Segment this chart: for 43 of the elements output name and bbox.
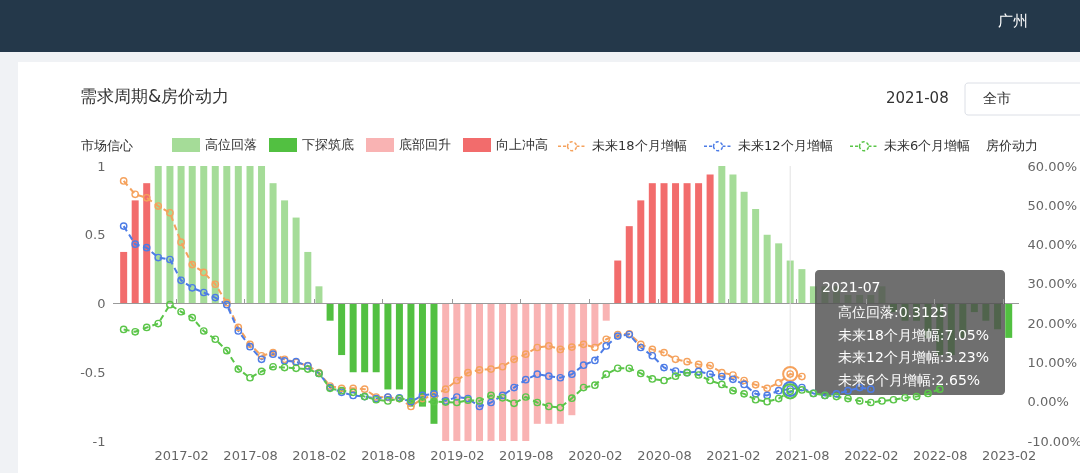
y2-tick-label: 0.00%	[1027, 394, 1069, 410]
y-tick-label: 0	[97, 296, 106, 311]
x-tick-label: 2022-08	[913, 447, 968, 463]
legend-label: 底部回升	[399, 137, 451, 152]
legend-label: 高位回落	[205, 137, 257, 152]
y-axis-title: 市场信心	[80, 137, 133, 153]
y2-tick-label: 10.00%	[1027, 354, 1078, 370]
x-tick-label: 2017-08	[223, 447, 278, 463]
y2-tick-label: 20.00%	[1027, 315, 1078, 331]
chart-title: 需求周期&房价动力	[80, 86, 230, 106]
y2-tick-label: 50.00%	[1027, 197, 1078, 213]
y2-tick-label: 30.00%	[1027, 276, 1078, 292]
y2-tick-label: 60.00%	[1027, 158, 1078, 174]
legend-label: 未来6个月增幅	[884, 138, 971, 154]
x-tick-label: 2018-08	[361, 447, 416, 463]
text: 全市	[983, 90, 1011, 106]
legend-label: 向上冲高	[496, 137, 548, 152]
y-tick-label: 0.5	[84, 227, 106, 243]
y2-tick-label: 40.00%	[1027, 237, 1078, 253]
legend-label: 下探筑底	[302, 137, 354, 152]
x-tick-label: 2017-02	[154, 447, 209, 463]
legend-label: 未来12个月增幅	[738, 138, 833, 154]
x-tick-label: 2022-02	[844, 447, 899, 463]
x-tick-label: 2021-02	[706, 447, 761, 463]
annotation: 2021-07	[822, 279, 881, 295]
x-tick-label: 2019-08	[499, 447, 554, 463]
annotation: 未来18个月增幅:7.05%	[838, 326, 990, 343]
x-tick-label: 2020-08	[637, 447, 692, 463]
annotation: 高位回落:0.3125	[838, 304, 948, 320]
x-tick-label: 2019-02	[430, 447, 485, 463]
y-tick-label: -0.5	[80, 364, 106, 380]
y2-axis-title: 房价动力	[985, 137, 1038, 153]
legend-label: 未来18个月增幅	[592, 138, 687, 154]
y-tick-label: 1	[97, 158, 106, 174]
annotation: 未来12个月增幅:3.23%	[838, 349, 990, 366]
text: 2021-08	[886, 89, 949, 107]
annotation: 未来6个月增幅:2.65%	[838, 372, 981, 389]
x-tick-label: 2018-02	[292, 447, 347, 463]
x-tick-label: 2021-08	[775, 447, 830, 463]
x-tick-label: 2020-02	[568, 447, 623, 463]
text: 广州	[998, 12, 1028, 30]
y-tick-label: -1	[92, 433, 106, 449]
x-tick-label: 2023-02	[982, 447, 1037, 463]
